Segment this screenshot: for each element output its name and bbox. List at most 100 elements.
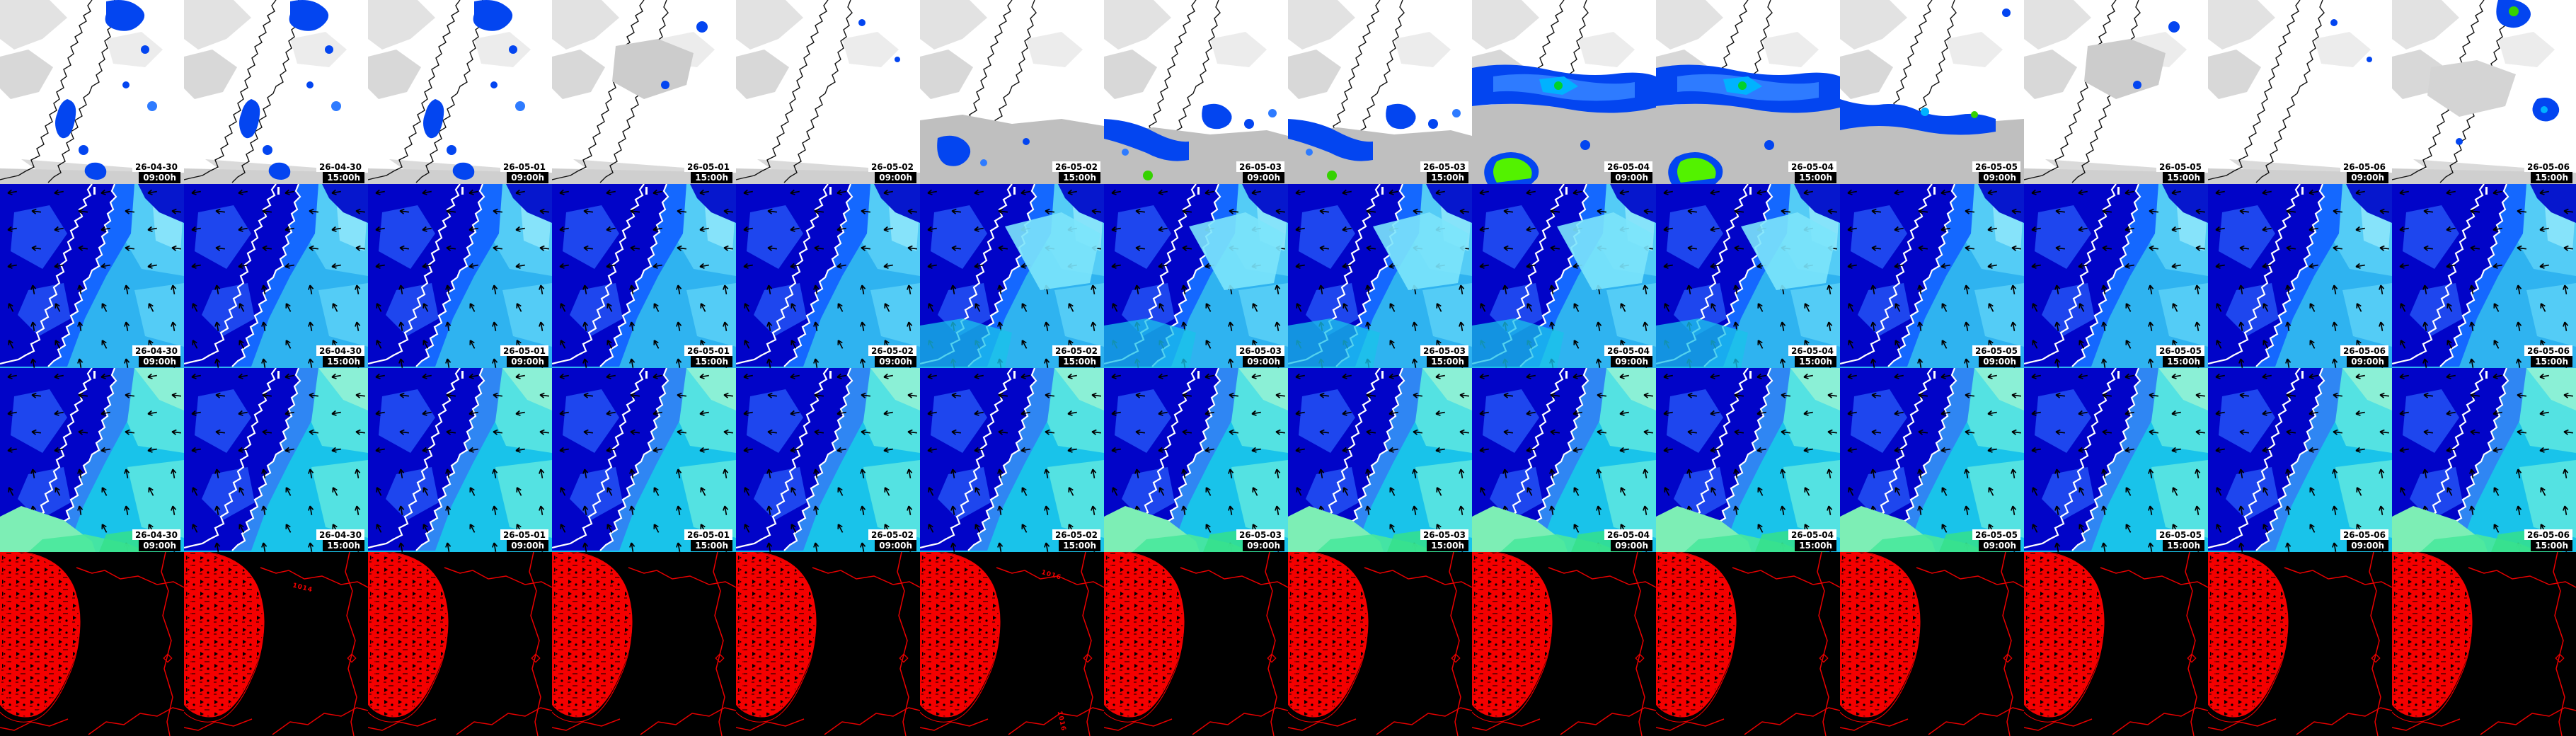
map-tile: 26-05-05 09:00h [1840,0,2024,184]
timestamp: 26-04-30 09:00h [132,161,180,183]
date-stamp: 26-05-01 [500,529,548,540]
map-tile: 26-05-01 15:00h [552,368,736,552]
map-tile [2392,552,2576,736]
timestamp: 26-05-06 09:00h [2340,529,2388,551]
timestamp: 26-05-06 09:00h [2340,161,2388,183]
timestamp: 26-05-04 15:00h [1788,529,1836,551]
map-graphic [1472,552,1656,736]
map-graphic [920,368,1104,552]
timestamp: 26-05-03 09:00h [1236,529,1284,551]
time-stamp: 09:00h [139,172,180,183]
timestamp: 26-05-02 09:00h [868,529,916,551]
date-stamp: 26-05-01 [500,345,548,356]
map-graphic [368,0,552,184]
map-graphic [1840,368,2024,552]
date-stamp: 26-05-05 [1972,345,2020,356]
time-stamp: 15:00h [691,540,732,551]
map-tile: 26-04-30 15:00h [184,368,368,552]
map-graphic [2208,552,2392,736]
map-tile [368,552,552,736]
map-graphic [184,184,368,368]
timestamp: 26-05-01 09:00h [500,529,548,551]
map-graphic [1104,552,1288,736]
map-tile [1472,552,1656,736]
time-stamp: 15:00h [691,356,732,367]
date-stamp: 26-05-06 [2340,161,2388,172]
map-graphic [1472,368,1656,552]
map-graphic [0,552,184,736]
row-wind-field-lower: 26-04-30 09:00h 26-04-30 15:00h 26-05-01… [0,368,2576,552]
timestamp: 26-05-06 15:00h [2524,345,2572,367]
date-stamp: 26-04-30 [132,529,180,540]
timestamp: 26-04-30 15:00h [316,161,364,183]
timestamp: 26-05-01 15:00h [684,161,732,183]
timestamp: 26-05-01 09:00h [500,161,548,183]
date-stamp: 26-04-30 [132,161,180,172]
map-graphic [920,184,1104,368]
time-stamp: 09:00h [1979,540,2020,551]
timestamp: 26-05-02 09:00h [868,161,916,183]
date-stamp: 26-05-02 [1052,161,1100,172]
map-graphic [1656,368,1840,552]
map-tile: 26-05-01 15:00h [552,184,736,368]
timestamp: 26-05-04 15:00h [1788,161,1836,183]
map-tile: 26-05-05 15:00h [2024,0,2208,184]
date-stamp: 26-05-05 [2156,161,2204,172]
map-tile: 26-05-04 09:00h [1472,0,1656,184]
timestamp: 26-05-03 15:00h [1420,161,1468,183]
time-stamp: 09:00h [1611,172,1652,183]
date-stamp: 26-04-30 [132,345,180,356]
time-stamp: 09:00h [1243,356,1284,367]
map-graphic [736,552,920,736]
date-stamp: 26-05-03 [1236,161,1284,172]
date-stamp: 26-05-01 [684,529,732,540]
row-cloud-precipitation: 26-04-30 09:00h 26-04-30 15:00h 26-05-01… [0,0,2576,184]
timestamp: 26-05-05 15:00h [2156,529,2204,551]
map-tile: 26-05-02 15:00h [920,0,1104,184]
date-stamp: 26-05-03 [1420,161,1468,172]
timestamp: 26-05-05 09:00h [1972,161,2020,183]
map-tile: 26-05-04 09:00h [1472,368,1656,552]
time-stamp: 09:00h [1979,172,2020,183]
time-stamp: 09:00h [1611,356,1652,367]
map-tile: 26-05-02 09:00h [736,368,920,552]
map-tile: 26-05-04 15:00h [1656,184,1840,368]
map-tile: 26-05-01 09:00h [368,0,552,184]
map-tile: 26-05-01 15:00h [552,0,736,184]
timestamp: 26-05-02 15:00h [1052,529,1100,551]
map-graphic [0,368,184,552]
map-tile: 26-05-03 09:00h [1104,0,1288,184]
map-tile [0,552,184,736]
map-graphic [2208,184,2392,368]
date-stamp: 26-05-02 [868,529,916,540]
map-graphic [2024,552,2208,736]
map-tile: 26-05-05 15:00h [2024,368,2208,552]
time-stamp: 15:00h [1795,356,1836,367]
map-graphic [1840,0,2024,184]
map-tile [1656,552,1840,736]
map-tile: 26-05-06 09:00h [2208,184,2392,368]
timestamp: 26-05-03 15:00h [1420,529,1468,551]
time-stamp: 15:00h [1059,540,1100,551]
map-tile: 26-05-06 15:00h [2392,0,2576,184]
date-stamp: 26-05-04 [1604,345,1652,356]
map-graphic [0,184,184,368]
map-tile [1288,552,1472,736]
map-graphic [1840,184,2024,368]
map-graphic [2392,184,2576,368]
time-stamp: 15:00h [2163,356,2204,367]
map-graphic [0,0,184,184]
date-stamp: 26-05-03 [1236,529,1284,540]
date-stamp: 26-05-06 [2340,345,2388,356]
timestamp: 26-05-04 09:00h [1604,161,1652,183]
timestamp: 26-05-01 15:00h [684,345,732,367]
map-tile: 26-04-30 15:00h [184,0,368,184]
time-stamp: 09:00h [875,356,916,367]
map-tile: 26-05-04 15:00h [1656,0,1840,184]
date-stamp: 26-05-04 [1788,161,1836,172]
map-tile: 26-04-30 09:00h [0,0,184,184]
timestamp: 26-04-30 15:00h [316,345,364,367]
date-stamp: 26-05-03 [1236,345,1284,356]
map-tile: 26-05-06 15:00h [2392,184,2576,368]
